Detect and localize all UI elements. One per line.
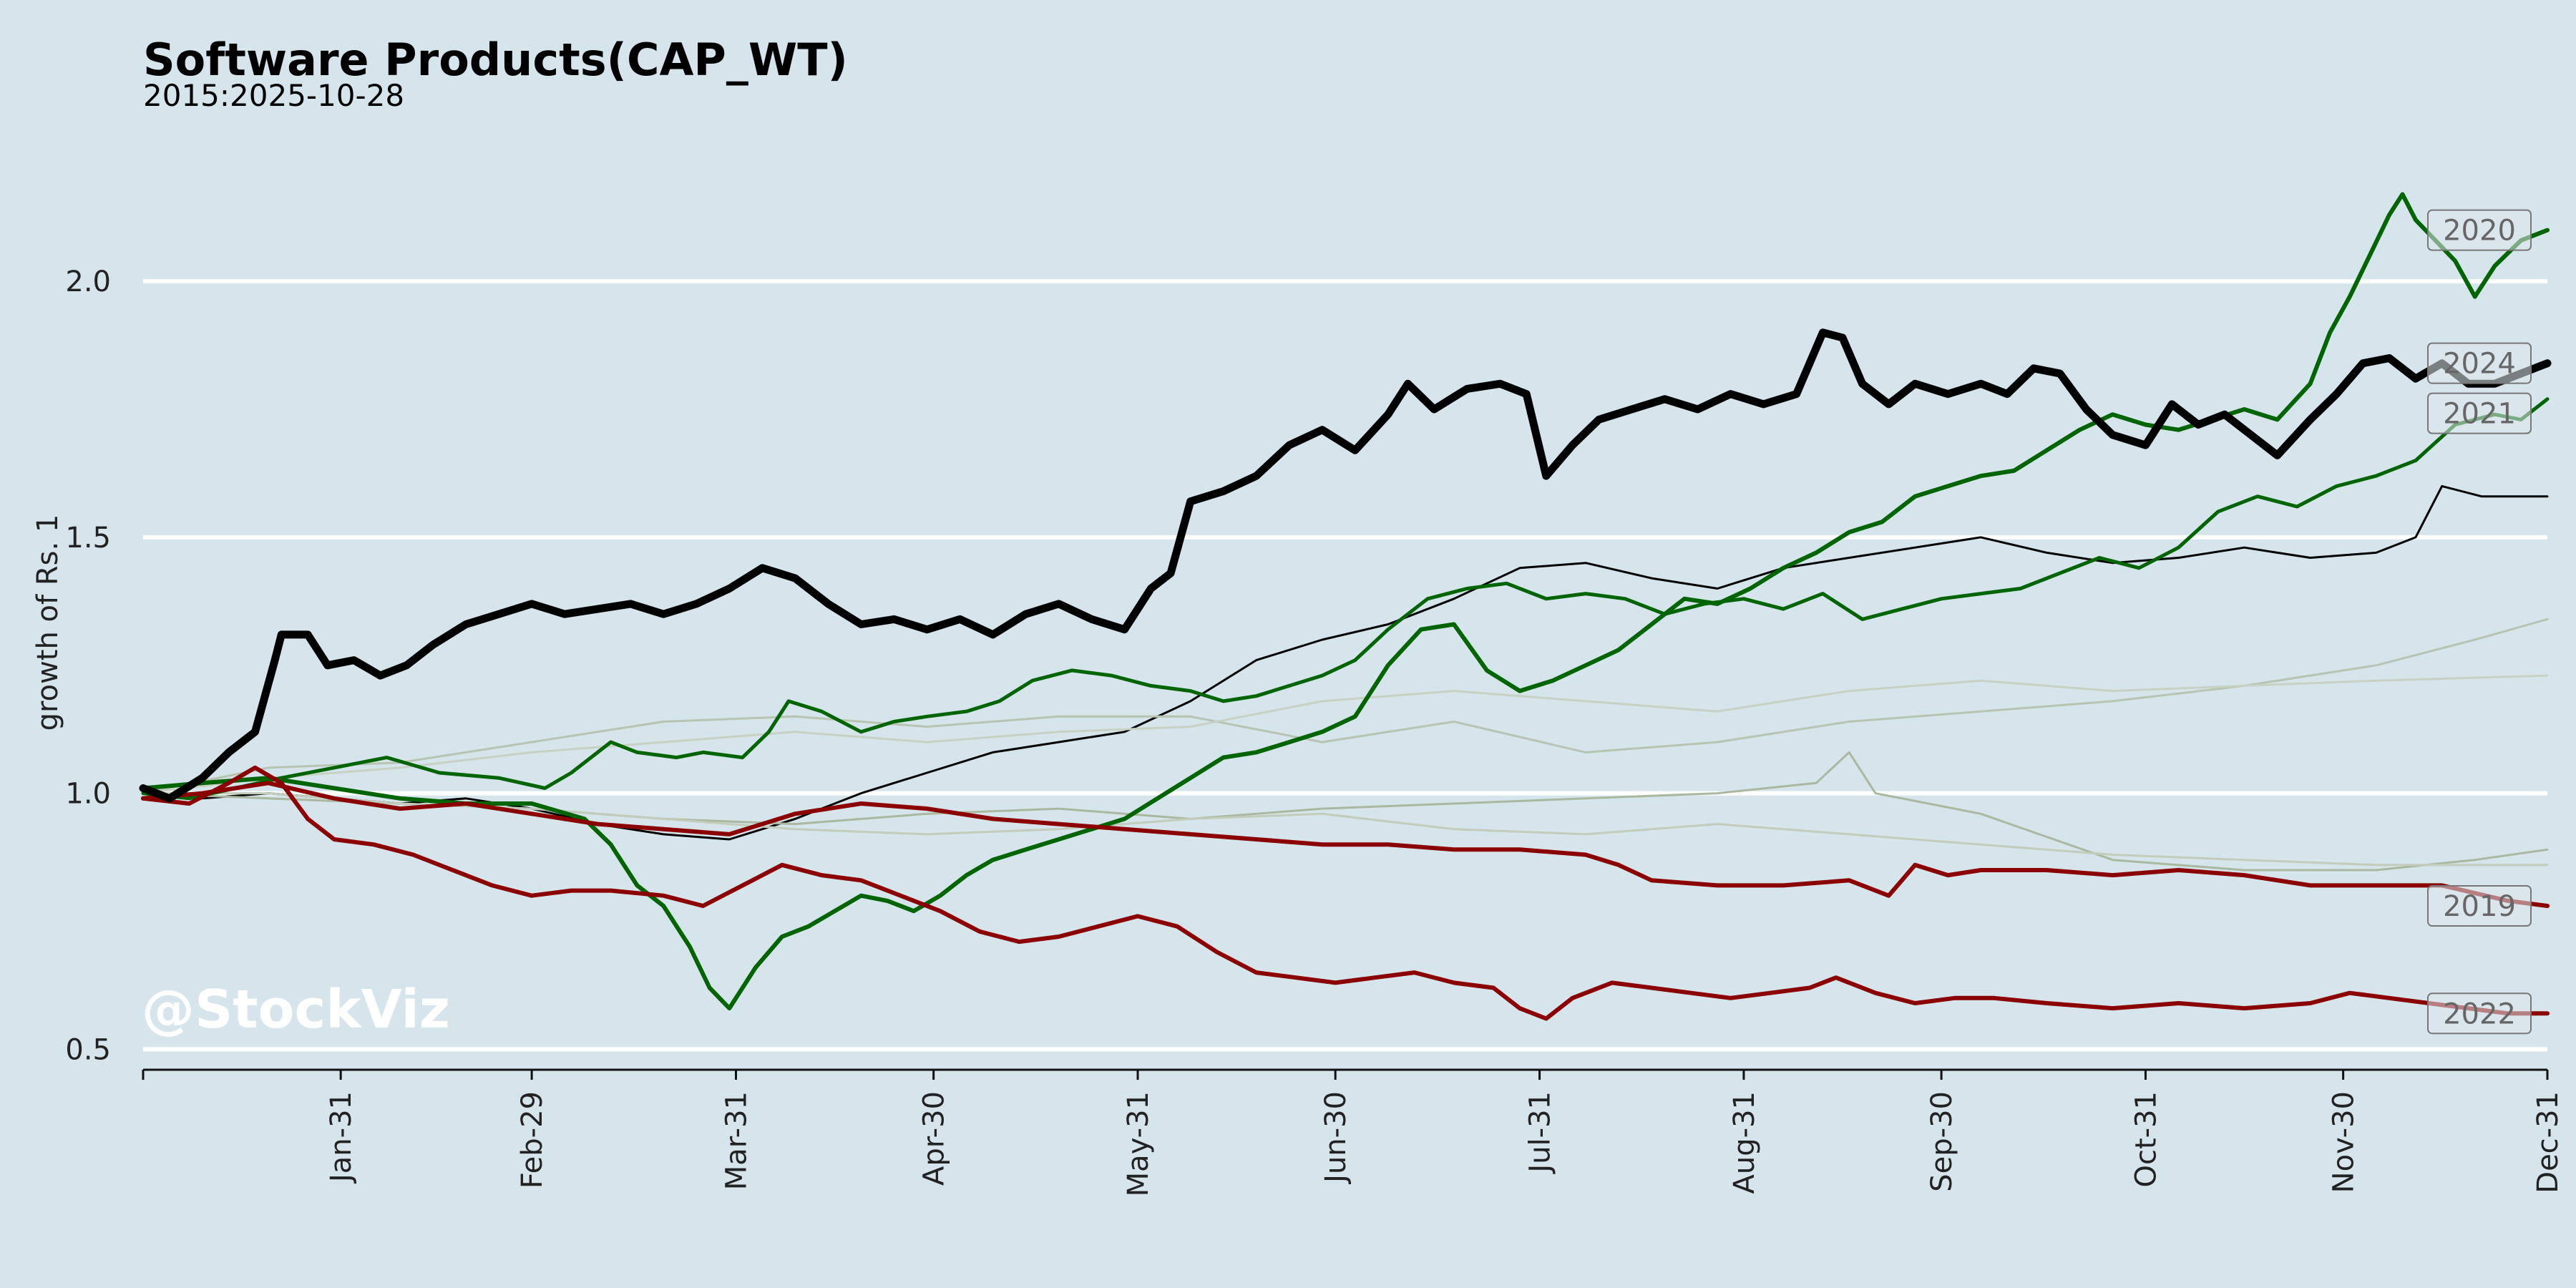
x-tick-label: May-31 xyxy=(1122,1091,1155,1196)
y-tick-label: 1.5 xyxy=(65,522,111,555)
series-tag-box xyxy=(2427,885,2532,927)
x-tick-label: Nov-30 xyxy=(2328,1091,2361,1193)
series-tag-2019: 2019 xyxy=(2427,885,2532,927)
y-tick-label: 1.0 xyxy=(65,778,111,811)
series-line-faint-3 xyxy=(142,674,2549,795)
y-tick-label: 0.5 xyxy=(65,1033,111,1066)
x-tick-label: Feb-29 xyxy=(516,1091,549,1189)
y-axis-ticks: 0.5 1.0 1.5 2.0 xyxy=(65,265,111,1066)
series-tag-box xyxy=(2427,992,2532,1035)
x-tick-label: Oct-31 xyxy=(2129,1091,2162,1188)
series-line-2023 xyxy=(142,484,2549,841)
series-tag-2024: 2024 xyxy=(2427,342,2532,384)
series-tag-box xyxy=(2427,342,2532,384)
chart-title: Software Products(CAP_WT) xyxy=(143,34,848,86)
series-line-faint-4 xyxy=(142,792,2549,867)
x-axis-ticks: Jan-31 Feb-29 Mar-31 Apr-30 May-31 Jun-30 Jul-… xyxy=(142,1070,2565,1196)
series-tag-2021: 2021 xyxy=(2427,392,2532,434)
series-line-2020 xyxy=(141,192,2550,1011)
y-axis-label: growth of Rs. 1 xyxy=(31,514,64,731)
series-line-2024 xyxy=(139,328,2552,803)
x-tick-label: Dec-31 xyxy=(2532,1091,2565,1194)
x-tick-label: Aug-31 xyxy=(1728,1091,1761,1194)
watermark: @StockViz xyxy=(142,979,450,1040)
series-line-faint-1 xyxy=(142,618,2549,795)
y-tick-label: 2.0 xyxy=(65,265,111,298)
series-lines xyxy=(139,192,2552,1021)
x-tick-label: Jan-31 xyxy=(325,1091,358,1184)
series-tag-box xyxy=(2427,209,2532,251)
series-tags: 2020 2024 2021 2019 2022 xyxy=(2427,209,2532,1035)
series-tag-label: 2020 xyxy=(2443,215,2516,248)
series-tag-2020: 2020 xyxy=(2427,209,2532,251)
x-tick-label: Apr-30 xyxy=(918,1091,951,1186)
series-tag-label: 2021 xyxy=(2443,398,2516,431)
series-tag-label: 2019 xyxy=(2443,890,2516,923)
series-tag-2022: 2022 xyxy=(2427,992,2532,1035)
x-tick-label: Jun-30 xyxy=(1319,1091,1352,1185)
series-tag-label: 2022 xyxy=(2443,997,2516,1030)
x-tick-label: Jul-31 xyxy=(1524,1091,1557,1175)
series-line-2022 xyxy=(141,765,2550,1021)
x-tick-label: Mar-31 xyxy=(720,1091,753,1190)
chart-subtitle: 2015:2025-10-28 xyxy=(143,78,404,113)
series-tag-label: 2024 xyxy=(2443,348,2516,381)
gridlines xyxy=(143,279,2547,1052)
series-tag-box xyxy=(2427,392,2532,434)
series-line-2021 xyxy=(141,397,2550,801)
x-tick-label: Sep-30 xyxy=(1926,1091,1958,1192)
series-line-2019 xyxy=(141,781,2550,908)
